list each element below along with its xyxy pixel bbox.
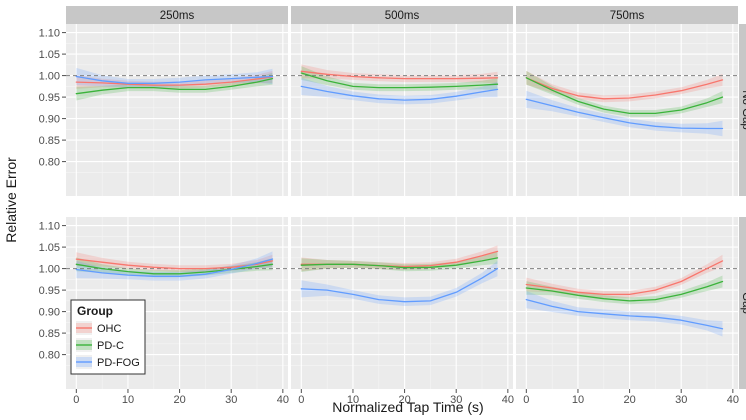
x-tick-label: 30	[450, 394, 462, 406]
series-line-pd-fog	[525, 298, 724, 330]
ribbon-pd-c	[76, 72, 273, 101]
ribbon-pd-c	[526, 275, 723, 305]
series-line-ohc	[525, 260, 724, 296]
y-tick-label: 1.00	[39, 264, 60, 276]
y-tick-label: 1.10	[39, 28, 60, 40]
panel-background	[516, 217, 738, 389]
x-tick-label: 10	[572, 394, 584, 406]
strip-250ms	[66, 6, 288, 24]
x-tick-label: 40	[277, 394, 289, 406]
x-tick-label: 0	[298, 394, 304, 406]
strip-500ms	[291, 6, 513, 24]
y-tick-label: 0.90	[39, 307, 60, 319]
ribbon-ohc	[526, 254, 723, 298]
strip-label-no-gap: No Gap	[740, 90, 746, 130]
ribbon-pd-c	[76, 257, 273, 278]
x-tick-label: 10	[347, 394, 359, 406]
series-line-ohc	[525, 77, 724, 100]
series-line-pd-fog	[75, 75, 274, 84]
panels-layer	[66, 24, 738, 389]
panel-background	[66, 24, 288, 196]
ribbon-pd-fog	[526, 291, 723, 337]
x-tick-label: 40	[727, 394, 739, 406]
x-axis: 0 10 20 30 40 0 10 20 30 40 0 10 20 30 40	[73, 389, 739, 406]
x-tick-label: 40	[502, 394, 514, 406]
x-tick-label: 30	[225, 394, 237, 406]
ribbon-pd-fog	[76, 251, 273, 281]
y-tick-label: 0.85	[39, 135, 60, 147]
panel-gap-500ms	[291, 217, 513, 389]
panel-background	[516, 24, 738, 196]
series-line-pd-c	[300, 257, 499, 269]
legend: Group OHC PD-C PD-FOG	[70, 299, 146, 375]
y-axis: 0.80 0.85 0.90 0.95 1.00 1.05 1.10 0.80 0.85 0.90…	[39, 28, 66, 362]
y-tick-label: 0.90	[39, 114, 60, 126]
panel-gap-750ms	[516, 217, 738, 389]
ribbon-pd-fog	[526, 90, 723, 137]
panel-no-gap-250ms	[66, 24, 288, 196]
series-line-pd-fog	[300, 267, 499, 303]
series-line-ohc	[75, 76, 274, 86]
y-tick-label: 1.05	[39, 49, 60, 61]
y-tick-label: 0.95	[39, 285, 60, 297]
y-tick-label: 0.80	[39, 350, 60, 362]
y-tick-label: 1.00	[39, 71, 60, 83]
y-axis-title: Relative Error	[3, 157, 19, 243]
legend-label-pd-c: PD-C	[97, 340, 124, 352]
y-tick-label: 0.85	[39, 328, 60, 340]
y-tick-label: 1.10	[39, 221, 60, 233]
series-line-pd-c	[525, 280, 724, 302]
x-tick-label: 20	[173, 394, 185, 406]
x-tick-label: 10	[122, 394, 134, 406]
x-tick-label: 0	[523, 394, 529, 406]
series-line-pd-fog	[525, 98, 724, 130]
ribbon-pd-c	[301, 66, 498, 92]
series-line-pd-c	[75, 263, 274, 275]
legend-label-ohc: OHC	[97, 323, 122, 335]
x-tick-label: 20	[623, 394, 635, 406]
strips-layer: 250ms 500ms 750ms No Gap Gap	[66, 6, 746, 389]
panel-background	[291, 24, 513, 196]
x-tick-label: 20	[398, 394, 410, 406]
series-line-pd-fog	[300, 85, 499, 101]
strip-label-250ms: 250ms	[160, 10, 195, 22]
strip-label-500ms: 500ms	[385, 10, 420, 22]
panel-no-gap-500ms	[291, 24, 513, 196]
series-line-pd-c	[75, 77, 274, 95]
strip-no-gap	[739, 24, 746, 196]
strip-label-750ms: 750ms	[610, 10, 645, 22]
y-tick-label: 1.05	[39, 242, 60, 254]
series-line-pd-fog	[75, 258, 274, 277]
ribbon-pd-c	[526, 70, 723, 117]
x-tick-label: 30	[675, 394, 687, 406]
strip-label-gap: Gap	[740, 292, 746, 314]
panel-background	[291, 217, 513, 389]
y-tick-label: 0.80	[39, 157, 60, 169]
legend-label-pd-fog: PD-FOG	[97, 357, 140, 369]
x-axis-title: Normalized Tap Time (s)	[332, 399, 483, 415]
legend-title: Group	[77, 304, 113, 318]
strip-750ms	[516, 6, 738, 24]
y-tick-label: 0.95	[39, 92, 60, 104]
strip-gap	[739, 217, 746, 389]
series-line-ohc	[300, 70, 499, 80]
panel-no-gap-750ms	[516, 24, 738, 196]
ribbon-pd-c	[301, 251, 498, 272]
x-tick-label: 0	[73, 394, 79, 406]
series-line-pd-c	[525, 77, 724, 115]
series-line-pd-c	[300, 72, 499, 89]
